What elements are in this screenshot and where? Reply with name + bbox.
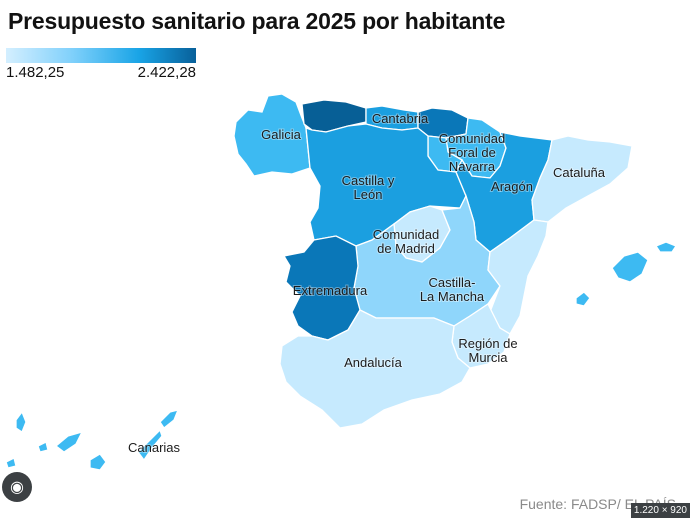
label-madrid: Comunidad de Madrid [373,227,440,256]
color-legend: 1.482,25 2.422,28 [6,48,196,81]
region-asturias [301,99,367,133]
label-murcia: Región de Murcia [458,336,517,365]
region-canarias-grancanaria [89,453,107,471]
region-canarias-gomera [37,441,49,453]
region-baleares-ibiza [575,291,591,307]
label-canarias: Canarias [128,440,181,455]
legend-max-label: 2.422,28 [137,64,196,81]
label-castilla-y-leon: Castilla y León [342,173,395,202]
legend-gradient-bar [6,48,196,63]
label-aragon: Aragón [491,179,533,194]
region-canarias-tenerife [54,430,84,453]
label-castilla-la-mancha: Castilla-La Mancha [420,275,485,304]
region-canarias-fuerteventura [137,428,163,462]
label-andalucia: Andalucía [344,355,403,370]
region-andalucia [279,309,471,429]
label-extremadura: Extremadura [293,283,368,298]
legend-min-label: 1.482,25 [6,64,65,81]
region-canarias-hierro [5,457,17,469]
lens-icon: ◉ [10,479,24,496]
label-galicia: Galicia [261,127,302,142]
region-canarias-lanzarote [159,409,180,429]
chart-title: Presupuesto sanitario para 2025 por habi… [8,8,506,34]
image-search-button[interactable]: ◉ [2,472,32,502]
image-dimensions-badge: 1.220 × 920 [630,503,690,518]
region-canarias-lapalma [15,410,27,433]
label-cataluna: Cataluña [553,165,606,180]
label-cantabria: Cantabria [372,111,429,126]
region-cataluna [531,135,633,223]
region-baleares-menorca [655,241,677,253]
region-baleares-mallorca [611,251,649,283]
label-navarra: Comunidad Foral de Navarra [439,131,506,174]
